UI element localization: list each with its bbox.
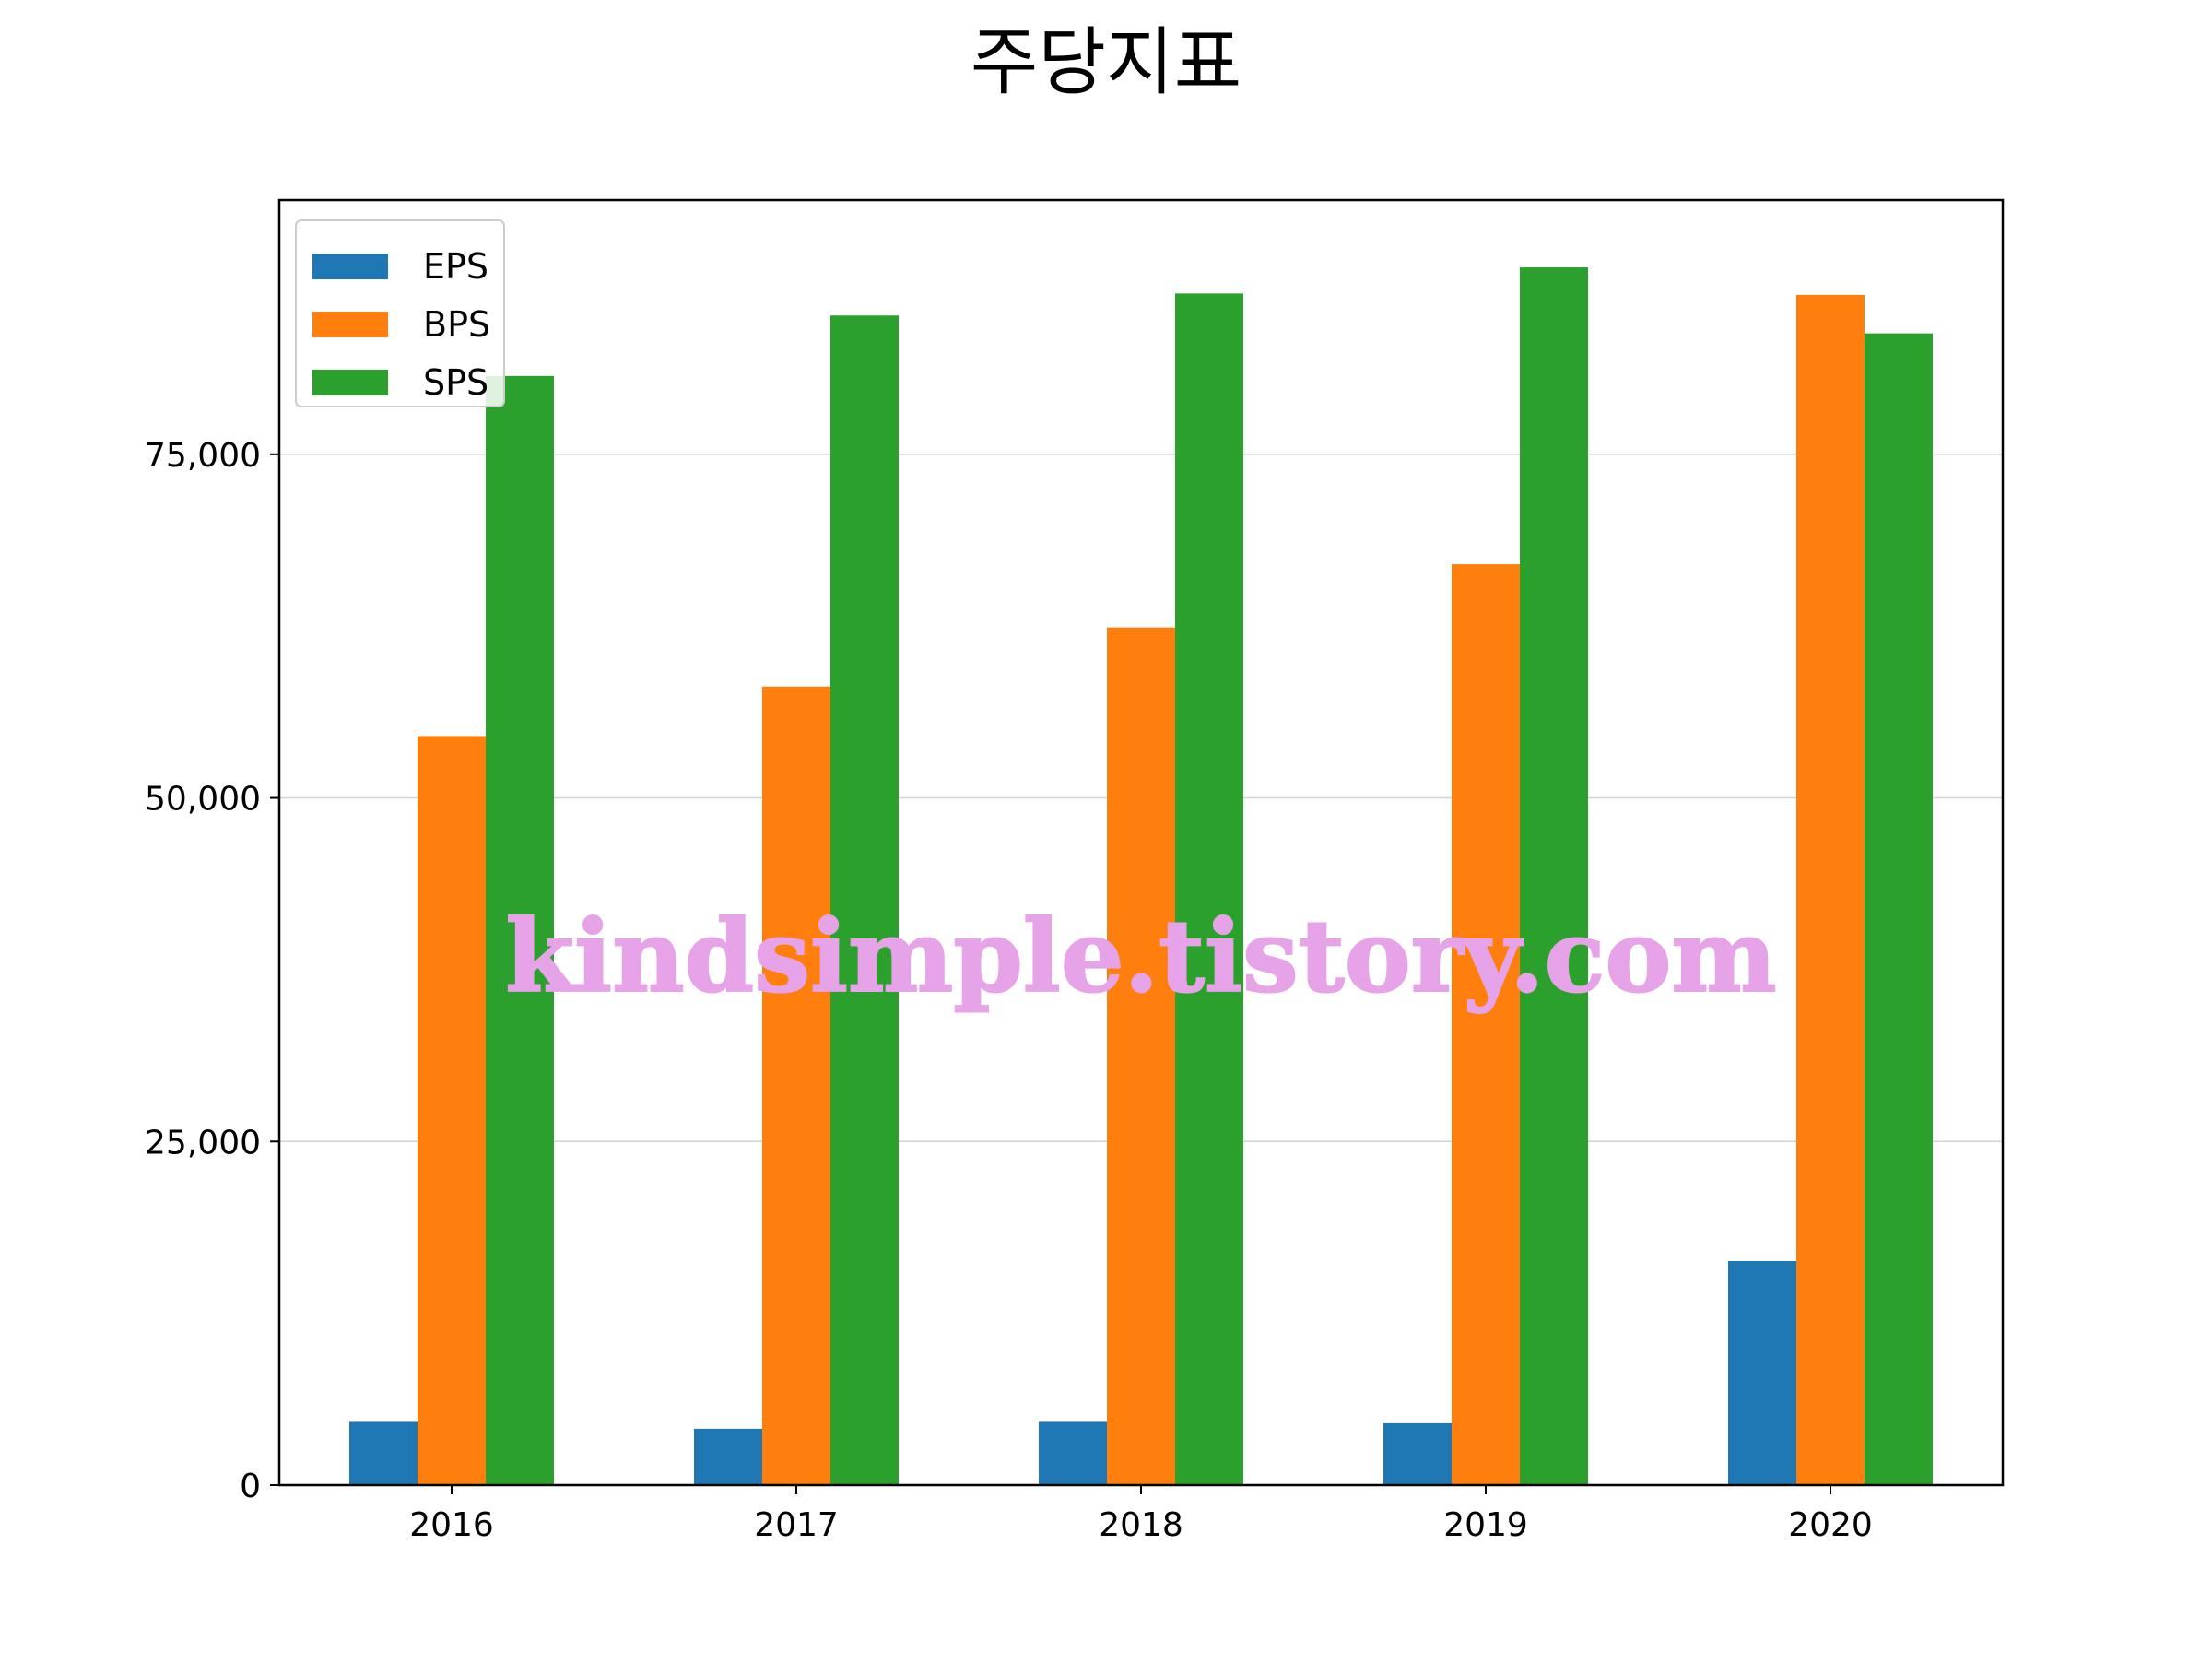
x-tick-label: 2018 — [1099, 1506, 1183, 1544]
chart-title: 주당지표 — [971, 19, 1241, 105]
bar-eps-2017 — [694, 1428, 762, 1485]
bar-bps-2020 — [1796, 294, 1865, 1485]
legend-label-sps: SPS — [423, 362, 488, 403]
legend-label-eps: EPS — [423, 246, 488, 287]
x-tick-label: 2019 — [1443, 1506, 1528, 1544]
bar-eps-2018 — [1039, 1421, 1107, 1485]
bar-sps-2020 — [1865, 333, 1933, 1486]
bar-bps-2018 — [1107, 627, 1175, 1485]
legend-label-bps: BPS — [423, 304, 490, 345]
watermark: kindsimple.tistory.com — [505, 899, 1776, 1015]
bar-sps-2017 — [830, 315, 899, 1486]
legend-swatch-bps — [312, 312, 388, 337]
bar-eps-2020 — [1728, 1260, 1796, 1485]
bars — [349, 267, 1933, 1486]
legend-swatch-sps — [312, 370, 388, 395]
y-tick-label: 75,000 — [145, 437, 261, 475]
bar-bps-2016 — [418, 736, 486, 1485]
legend-swatch-eps — [312, 254, 388, 279]
y-tick-label: 0 — [240, 1468, 261, 1505]
y-tick-label: 50,000 — [145, 781, 261, 819]
bar-sps-2016 — [486, 375, 554, 1485]
bar-sps-2018 — [1175, 293, 1243, 1485]
bar-eps-2019 — [1383, 1422, 1452, 1485]
x-tick-label: 2016 — [409, 1506, 494, 1544]
bar-sps-2019 — [1520, 267, 1588, 1485]
bar-bps-2017 — [762, 686, 830, 1485]
bar-eps-2016 — [349, 1421, 418, 1485]
legend: EPS BPS SPS — [295, 219, 505, 407]
x-tick-label: 2020 — [1788, 1506, 1873, 1544]
axis-ticks: 0 25,000 50,000 75,000 2016 2017 2018 2019 2020 — [145, 437, 1873, 1544]
bar-bps-2019 — [1452, 564, 1520, 1485]
y-tick-label: 25,000 — [145, 1124, 261, 1162]
x-tick-label: 2017 — [754, 1506, 839, 1544]
